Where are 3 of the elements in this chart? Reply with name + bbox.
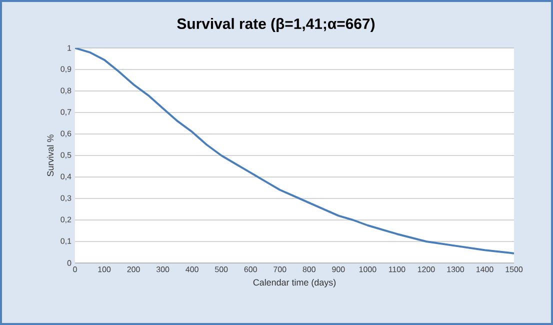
chart-title: Survival rate (β=1,41;α=667) [177,18,375,32]
x-axis-title: Calendar time (days) [253,279,336,288]
y-axis-title: Survival % [46,134,54,176]
